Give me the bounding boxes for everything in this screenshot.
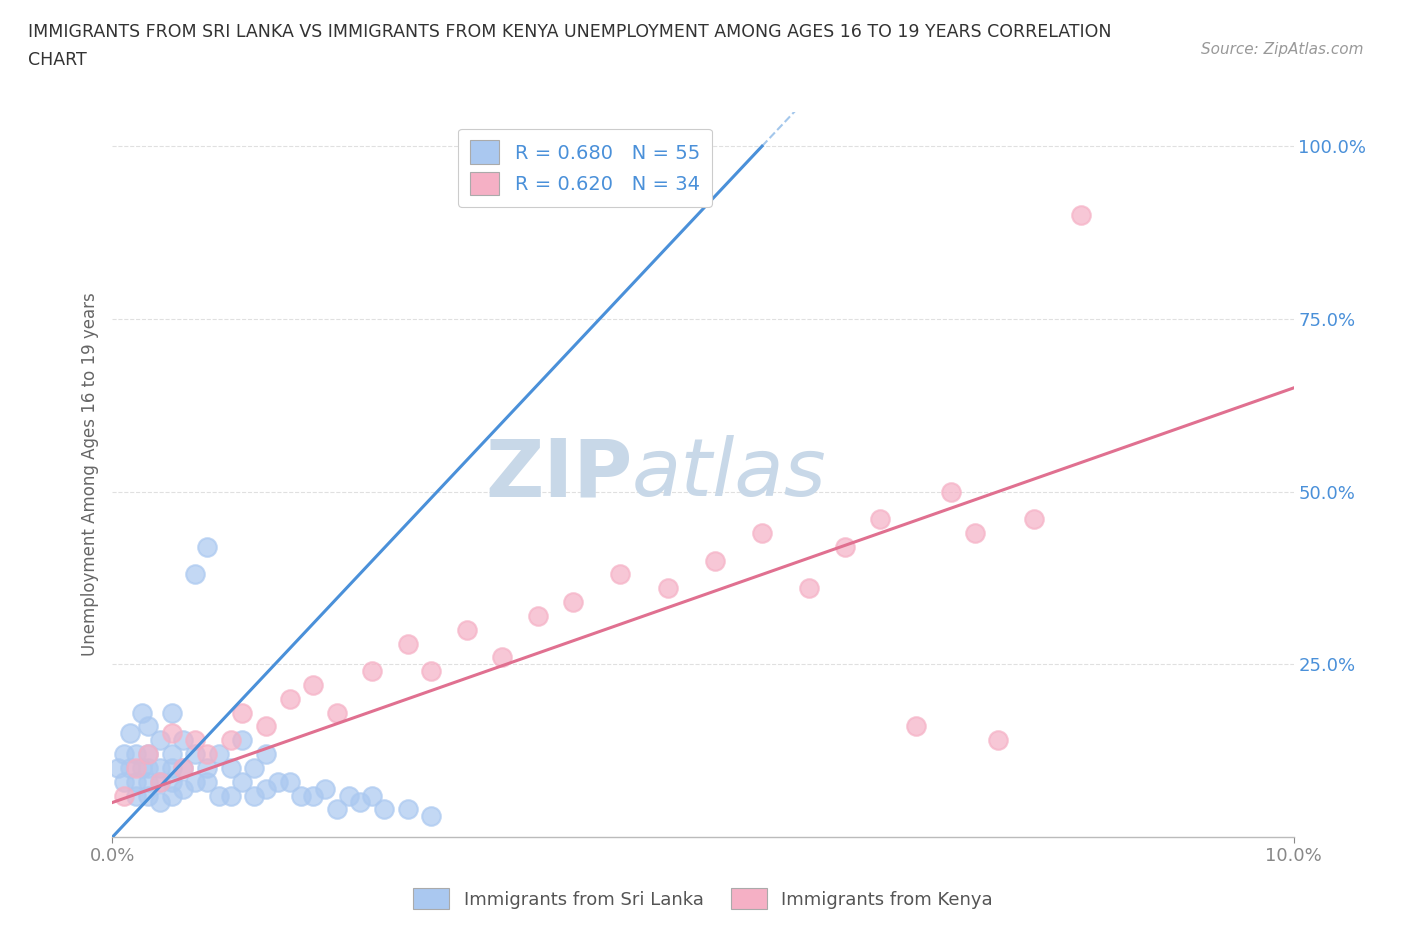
- Point: [136, 788, 159, 803]
- Point: [373, 802, 395, 817]
- Point: [219, 761, 242, 776]
- Point: [131, 761, 153, 776]
- Point: [904, 719, 927, 734]
- Point: [290, 788, 312, 803]
- Legend: Immigrants from Sri Lanka, Immigrants from Kenya: Immigrants from Sri Lanka, Immigrants fr…: [406, 881, 1000, 916]
- Point: [243, 788, 266, 803]
- Point: [349, 795, 371, 810]
- Point: [278, 775, 301, 790]
- Point: [112, 788, 135, 803]
- Point: [208, 788, 231, 803]
- Point: [160, 747, 183, 762]
- Point: [562, 594, 585, 609]
- Point: [172, 781, 194, 796]
- Point: [219, 788, 242, 803]
- Point: [834, 539, 856, 554]
- Point: [120, 761, 142, 776]
- Point: [172, 761, 194, 776]
- Point: [107, 761, 129, 776]
- Point: [526, 608, 548, 623]
- Point: [172, 761, 194, 776]
- Point: [160, 761, 183, 776]
- Point: [208, 747, 231, 762]
- Point: [491, 650, 513, 665]
- Point: [396, 802, 419, 817]
- Point: [149, 761, 172, 776]
- Text: IMMIGRANTS FROM SRI LANKA VS IMMIGRANTS FROM KENYA UNEMPLOYMENT AMONG AGES 16 TO: IMMIGRANTS FROM SRI LANKA VS IMMIGRANTS …: [28, 23, 1112, 41]
- Point: [184, 567, 207, 582]
- Point: [278, 691, 301, 706]
- Point: [254, 719, 277, 734]
- Point: [963, 525, 986, 540]
- Point: [420, 664, 443, 679]
- Text: atlas: atlas: [633, 435, 827, 513]
- Legend: R = 0.680   N = 55, R = 0.620   N = 34: R = 0.680 N = 55, R = 0.620 N = 34: [458, 128, 711, 207]
- Point: [254, 747, 277, 762]
- Text: ZIP: ZIP: [485, 435, 633, 513]
- Point: [112, 747, 135, 762]
- Point: [149, 733, 172, 748]
- Point: [219, 733, 242, 748]
- Point: [302, 788, 325, 803]
- Point: [657, 581, 679, 596]
- Point: [703, 553, 725, 568]
- Text: CHART: CHART: [28, 51, 87, 69]
- Point: [987, 733, 1010, 748]
- Text: Source: ZipAtlas.com: Source: ZipAtlas.com: [1201, 42, 1364, 57]
- Point: [184, 747, 207, 762]
- Point: [231, 705, 253, 720]
- Point: [149, 775, 172, 790]
- Point: [231, 733, 253, 748]
- Point: [136, 775, 159, 790]
- Point: [195, 539, 218, 554]
- Point: [869, 512, 891, 526]
- Point: [1022, 512, 1045, 526]
- Point: [361, 788, 384, 803]
- Point: [195, 761, 218, 776]
- Point: [939, 485, 962, 499]
- Point: [254, 781, 277, 796]
- Point: [160, 775, 183, 790]
- Point: [184, 733, 207, 748]
- Point: [396, 636, 419, 651]
- Point: [326, 705, 349, 720]
- Point: [1070, 207, 1092, 222]
- Point: [131, 705, 153, 720]
- Point: [136, 747, 159, 762]
- Point: [420, 809, 443, 824]
- Point: [136, 719, 159, 734]
- Point: [243, 761, 266, 776]
- Point: [125, 747, 148, 762]
- Point: [326, 802, 349, 817]
- Point: [314, 781, 336, 796]
- Y-axis label: Unemployment Among Ages 16 to 19 years: Unemployment Among Ages 16 to 19 years: [80, 292, 98, 657]
- Point: [302, 678, 325, 693]
- Point: [337, 788, 360, 803]
- Point: [120, 726, 142, 741]
- Point: [609, 567, 631, 582]
- Point: [172, 733, 194, 748]
- Point: [195, 775, 218, 790]
- Point: [125, 761, 148, 776]
- Point: [231, 775, 253, 790]
- Point: [125, 788, 148, 803]
- Point: [799, 581, 821, 596]
- Point: [160, 705, 183, 720]
- Point: [361, 664, 384, 679]
- Point: [136, 761, 159, 776]
- Point: [195, 747, 218, 762]
- Point: [112, 775, 135, 790]
- Point: [160, 788, 183, 803]
- Point: [149, 795, 172, 810]
- Point: [267, 775, 290, 790]
- Point: [125, 775, 148, 790]
- Point: [149, 775, 172, 790]
- Point: [160, 726, 183, 741]
- Point: [184, 775, 207, 790]
- Point: [136, 747, 159, 762]
- Point: [751, 525, 773, 540]
- Point: [456, 622, 478, 637]
